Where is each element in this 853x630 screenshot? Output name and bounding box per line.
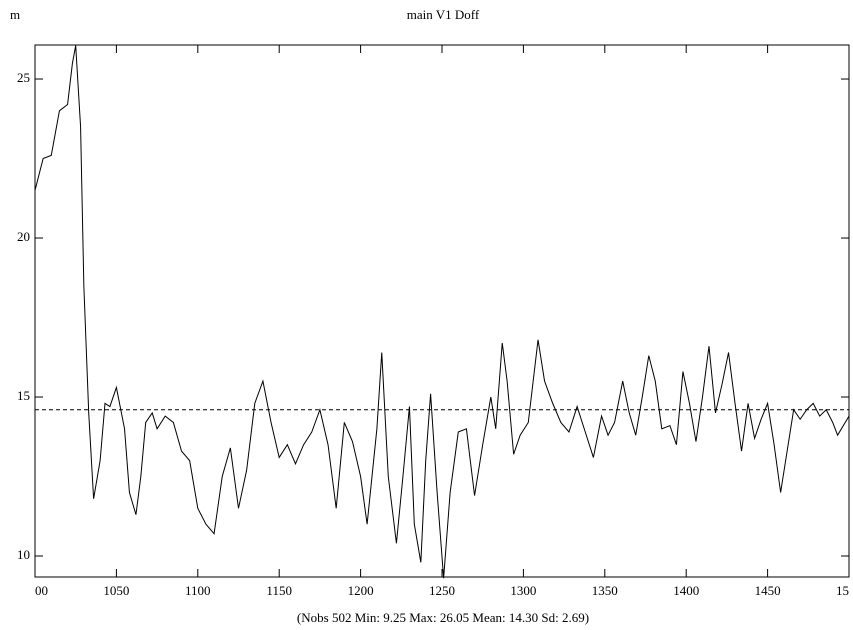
- x-tick-label: 1500: [836, 583, 853, 598]
- x-tick-label: 1400: [673, 583, 699, 598]
- x-tick-label: 1250: [429, 583, 455, 598]
- x-tick-label: 1350: [592, 583, 618, 598]
- x-tick-label: 1000: [22, 583, 48, 598]
- x-tick-label: 1300: [510, 583, 536, 598]
- x-tick-label: 1100: [185, 583, 211, 598]
- x-tick-label: 1200: [348, 583, 374, 598]
- data-line: [34, 45, 850, 579]
- y-tick-label: 25: [17, 70, 30, 85]
- y-tick-label: 15: [17, 388, 30, 403]
- y-axis-label: m: [10, 7, 20, 22]
- y-tick-label: 10: [17, 547, 30, 562]
- x-tick-label: 1050: [103, 583, 129, 598]
- chart-title: main V1 Doff: [407, 7, 480, 22]
- x-tick-label: 1450: [755, 583, 781, 598]
- plot-frame: [34, 44, 850, 578]
- x-tick-label: 1150: [266, 583, 292, 598]
- x-tick-labels: 1000 1050 1100 1150 1200 1250 1300 1350 1400 1450…: [22, 583, 853, 598]
- y-tick-label: 20: [17, 229, 30, 244]
- footer-stats: (Nobs 502 Min: 9.25 Max: 26.05 Mean: 14.…: [297, 610, 589, 625]
